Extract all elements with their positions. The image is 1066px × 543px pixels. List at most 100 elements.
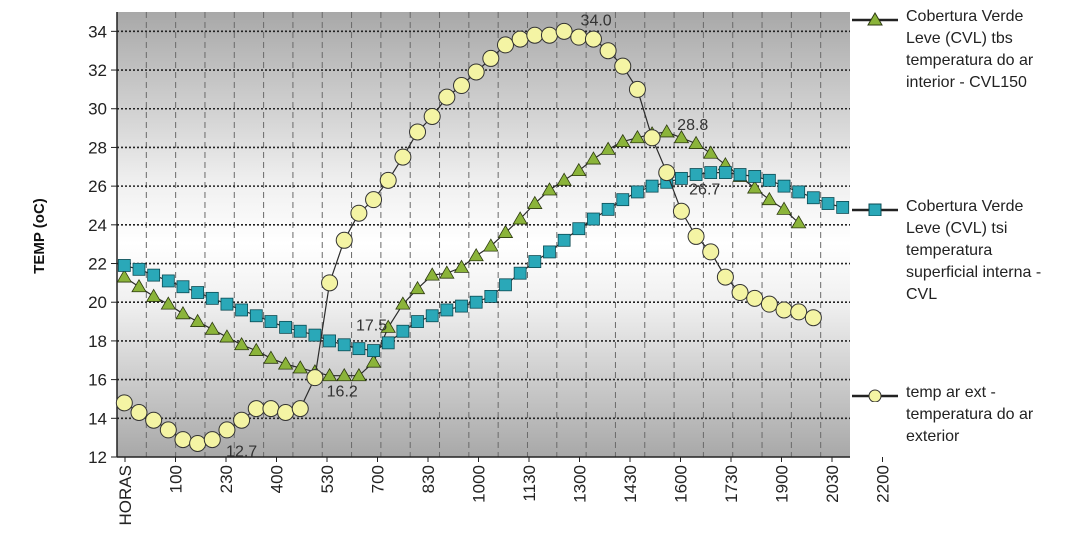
square-point (235, 303, 249, 317)
square-point (205, 291, 219, 305)
triangle-point (395, 296, 411, 310)
square-point (616, 193, 630, 207)
square-point (631, 185, 644, 199)
legend-label: Cobertura Verde Leve (CVL) tsi temperatu… (906, 198, 1042, 303)
data-label: 26.7 (689, 182, 720, 199)
triangle-point (790, 215, 807, 229)
circle-point (702, 243, 720, 261)
circle-point (716, 268, 734, 286)
triangle-point (585, 151, 602, 165)
triangle-point (424, 267, 440, 281)
triangle-point (453, 259, 470, 273)
square-point (455, 299, 468, 313)
triangle-point (776, 201, 792, 215)
triangle-point (219, 329, 235, 343)
circle-point (804, 309, 822, 327)
triangle-point (556, 172, 572, 186)
square-point (440, 303, 454, 317)
x-tick-label: 400 (268, 465, 287, 493)
triangle-point (629, 129, 646, 144)
axes: 12 14 16 18 20 22 24 26 28 30 32 34 HORAS 100 230 400 53… (88, 12, 893, 525)
circle-point (628, 80, 646, 98)
circle-point (321, 274, 339, 292)
triangle-point (688, 135, 704, 149)
triangle-point (116, 269, 133, 283)
triangle-point (703, 145, 719, 159)
circle-point (159, 421, 177, 439)
square-point (484, 290, 498, 303)
x-tick-label: 2030 (823, 465, 842, 503)
triangle-point (248, 342, 264, 356)
square-point (308, 328, 322, 342)
circle-point (672, 202, 690, 220)
circle-point (643, 129, 661, 147)
circle-point (394, 148, 412, 166)
triangle-point (615, 133, 631, 148)
triangle-point (336, 367, 352, 382)
circle-point (174, 431, 192, 449)
square-point (792, 185, 806, 199)
circle-point (570, 28, 588, 46)
square-point (396, 324, 410, 338)
circle-point (760, 295, 778, 313)
square-point (528, 255, 542, 268)
data-label: 34.0 (581, 12, 612, 29)
circle-point (482, 49, 500, 67)
x-tick-label: 1900 (773, 465, 792, 503)
square-point (513, 266, 527, 280)
triangle-point (365, 354, 382, 368)
y-tick-label: 24 (88, 216, 107, 235)
circle-point (453, 77, 471, 95)
square-point (733, 168, 747, 181)
square-point (499, 278, 512, 292)
triangle-point (761, 191, 778, 206)
y-tick-label: 18 (88, 332, 107, 351)
square-point (601, 202, 615, 216)
circle-point (467, 63, 485, 81)
triangle-marker-icon (852, 12, 898, 26)
square-point (718, 166, 732, 179)
square-point (689, 168, 703, 181)
triangle-point (263, 350, 279, 364)
y-tick-label: 26 (88, 177, 107, 196)
triangle-point (233, 336, 250, 351)
square-point (587, 212, 600, 226)
legend: Cobertura Verde Leve (CVL) tbs temperatu… (850, 0, 1066, 543)
circle-point (775, 301, 793, 319)
square-point (249, 309, 263, 323)
square-point (675, 171, 688, 185)
x-tick-label: 1130 (520, 465, 539, 502)
circle-point (350, 204, 368, 222)
data-label: 16.2 (327, 384, 358, 401)
circle-point (115, 394, 133, 412)
circle-point (218, 421, 236, 439)
circle-point (189, 434, 207, 452)
square-point (132, 262, 146, 276)
triangle-point (497, 224, 514, 238)
square-point (836, 201, 850, 214)
circle-point (262, 400, 280, 418)
square-point (293, 324, 307, 338)
triangle-point (380, 319, 396, 333)
square-point (425, 309, 439, 323)
square-point (411, 315, 424, 328)
triangle-point (175, 306, 191, 320)
circle-point (203, 431, 221, 449)
square-point (543, 245, 556, 259)
y-tick-label: 12 (88, 448, 107, 467)
square-point (645, 179, 659, 193)
triangle-point (673, 129, 690, 144)
plot-background (117, 12, 850, 457)
y-tick-label: 34 (88, 22, 107, 41)
circle-point (247, 400, 265, 418)
x-tick-label: 2200 (874, 465, 893, 503)
triangle-point (145, 288, 162, 302)
x-tick-label: 530 (318, 465, 337, 493)
circle-point (423, 107, 441, 125)
square-point (381, 336, 395, 350)
circle-point (233, 411, 251, 429)
circle-point (555, 22, 573, 40)
grid (117, 12, 850, 457)
triangle-point (600, 141, 616, 155)
